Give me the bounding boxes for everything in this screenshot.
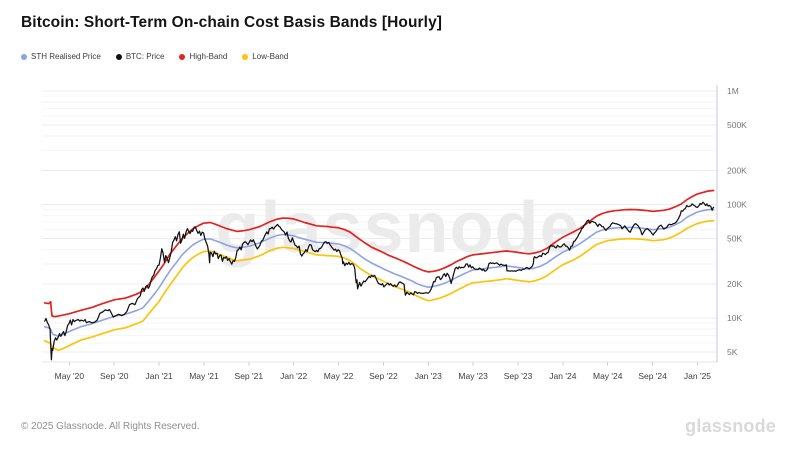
legend-label: BTC: Price bbox=[125, 52, 165, 61]
legend-item-sth-realised-price[interactable]: STH Realised Price bbox=[21, 52, 101, 61]
copyright-text: © 2025 Glassnode. All Rights Reserved. bbox=[21, 421, 200, 432]
y-axis-tick-label: 50K bbox=[727, 234, 742, 244]
x-axis-tick-label: Sep '24 bbox=[638, 371, 667, 381]
x-axis-tick-label: Sep '21 bbox=[235, 371, 264, 381]
series-low-band bbox=[43, 219, 715, 352]
x-axis-tick-label: May '22 bbox=[324, 371, 354, 381]
legend-item-btc-price[interactable]: BTC: Price bbox=[115, 52, 165, 61]
y-axis-tick-label: 100K bbox=[727, 200, 747, 210]
y-axis-tick-label: 20K bbox=[727, 279, 742, 289]
x-axis-tick-label: Jan '22 bbox=[280, 371, 307, 381]
y-axis-tick-label: 200K bbox=[727, 165, 747, 175]
x-axis-tick-label: May '23 bbox=[458, 371, 488, 381]
btc-price-swatch-icon bbox=[115, 53, 122, 60]
x-axis-tick-label: Sep '20 bbox=[100, 371, 129, 381]
sth-realised-price-swatch-icon bbox=[21, 53, 27, 60]
x-axis-tick-label: Jan '25 bbox=[684, 371, 711, 381]
legend-label: Low-Band bbox=[252, 52, 289, 61]
legend-label: High-Band bbox=[189, 52, 228, 61]
glassnode-logo: glassnode bbox=[685, 416, 776, 436]
y-axis-tick-label: 10K bbox=[727, 313, 742, 323]
legend-label: STH Realised Price bbox=[31, 52, 101, 61]
x-axis-tick-label: May '24 bbox=[593, 371, 623, 381]
x-axis-tick-label: Jan '23 bbox=[415, 371, 442, 381]
y-axis-tick-label: 1M bbox=[727, 86, 739, 96]
y-axis-tick-label: 5K bbox=[727, 347, 738, 357]
x-axis-tick-label: Sep '23 bbox=[504, 371, 533, 381]
y-axis-tick-label: 500K bbox=[727, 120, 747, 130]
legend-item-low-band[interactable]: Low-Band bbox=[242, 52, 288, 61]
low-band-swatch-icon bbox=[242, 53, 249, 60]
high-band-swatch-icon bbox=[179, 53, 186, 60]
x-axis-tick-label: Jan '21 bbox=[146, 371, 173, 381]
series-high-band bbox=[43, 189, 715, 318]
legend-item-high-band[interactable]: High-Band bbox=[179, 52, 227, 61]
series-btc-price bbox=[44, 201, 715, 361]
glassnode-watermark: glassnode bbox=[215, 188, 580, 268]
legend: STH Realised Price BTC: Price High-Band … bbox=[21, 52, 288, 61]
page-title: Bitcoin: Short-Term On-chain Cost Basis … bbox=[21, 14, 443, 31]
x-axis-tick-label: Sep '22 bbox=[369, 371, 398, 381]
x-axis-tick-label: May '20 bbox=[55, 371, 85, 381]
x-axis-tick-label: May '21 bbox=[189, 371, 219, 381]
x-axis-tick-label: Jan '24 bbox=[549, 371, 576, 381]
